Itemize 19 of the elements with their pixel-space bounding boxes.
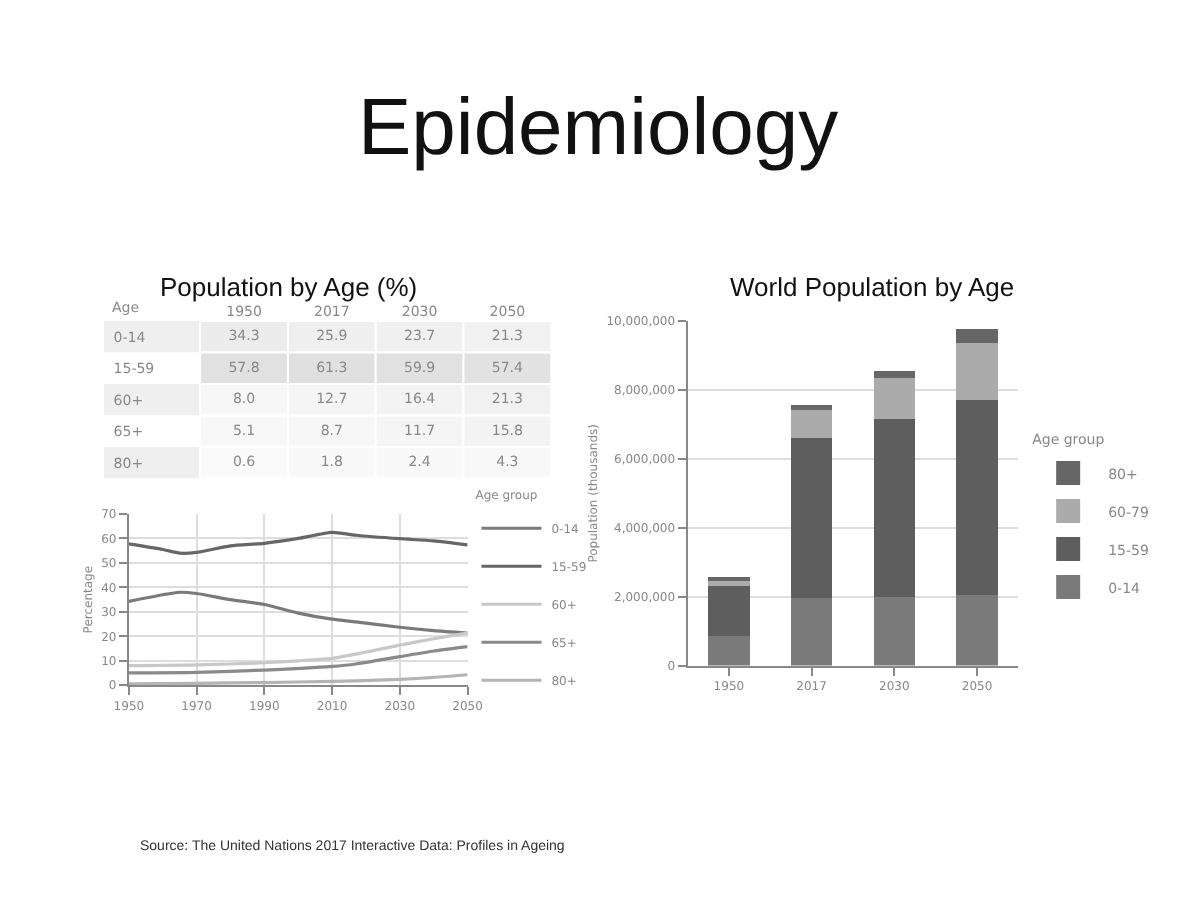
bar xyxy=(790,438,833,599)
bar xyxy=(956,328,998,344)
chart-title: World Population by Age xyxy=(730,272,1015,302)
bar xyxy=(708,585,750,636)
line-series xyxy=(128,530,468,555)
bar xyxy=(790,598,833,666)
bar xyxy=(956,343,998,401)
line-series xyxy=(128,590,468,635)
bar xyxy=(873,370,916,378)
chart-title: Epidemiology xyxy=(358,84,839,172)
bar xyxy=(873,377,916,420)
chart-subtitle: Population by Age (%) xyxy=(160,272,418,302)
bar xyxy=(956,594,998,666)
bar xyxy=(873,596,916,666)
bar xyxy=(790,409,833,439)
bar xyxy=(873,419,916,597)
line-series xyxy=(128,631,468,668)
bar xyxy=(708,635,750,666)
bar xyxy=(956,400,998,595)
